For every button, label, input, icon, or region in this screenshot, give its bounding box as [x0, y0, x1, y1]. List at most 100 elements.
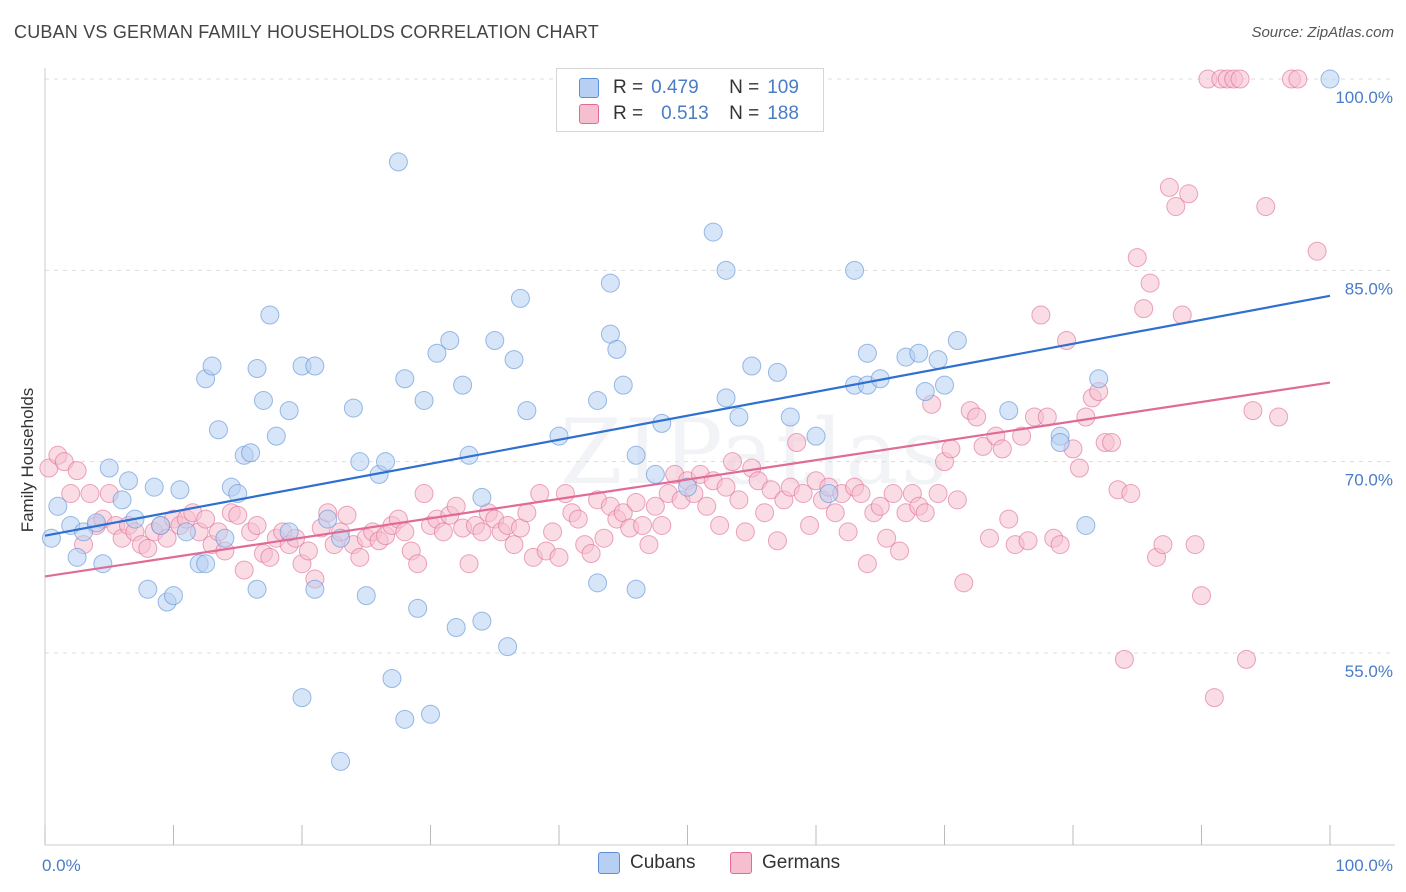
point-cubans-11 — [138, 579, 158, 599]
point-germans-102 — [697, 496, 717, 516]
legend-n-label: N = — [729, 103, 760, 124]
point-germans-105 — [716, 477, 736, 497]
point-cubans-40 — [331, 528, 351, 548]
point-cubans-63 — [504, 350, 524, 370]
point-cubans-15 — [164, 586, 183, 606]
point-germans-144 — [967, 407, 987, 427]
point-cubans-17 — [176, 522, 196, 542]
series-germans-points — [39, 69, 1327, 708]
point-germans-65 — [459, 554, 479, 574]
point-cubans-70 — [600, 273, 620, 293]
point-cubans-77 — [678, 477, 697, 497]
point-germans-185 — [1230, 69, 1250, 89]
point-germans-127 — [857, 554, 877, 574]
point-cubans-73 — [626, 579, 646, 599]
bottom-legend-swatch-germans — [730, 852, 752, 874]
point-cubans-79 — [716, 260, 736, 280]
point-cubans-55 — [440, 330, 460, 350]
point-germans-118 — [800, 515, 820, 535]
point-cubans-80 — [716, 388, 736, 408]
point-germans-32 — [247, 515, 267, 535]
legend-swatch-germans — [579, 104, 599, 124]
point-germans-126 — [851, 484, 871, 504]
point-germans-168 — [1121, 484, 1141, 504]
point-cubans-1 — [48, 496, 68, 516]
point-cubans-84 — [780, 407, 800, 427]
point-germans-191 — [1288, 69, 1308, 89]
point-cubans-34 — [279, 522, 299, 542]
point-cubans-39 — [318, 509, 338, 529]
point-germans-78 — [543, 522, 563, 542]
point-germans-146 — [979, 528, 999, 548]
point-cubans-52 — [414, 390, 434, 410]
point-germans-58 — [414, 484, 434, 504]
point-cubans-59 — [472, 611, 492, 631]
point-cubans-16 — [170, 480, 190, 500]
point-cubans-98 — [999, 401, 1019, 421]
point-cubans-8 — [112, 490, 132, 510]
point-germans-131 — [883, 484, 903, 504]
y-tick-label-3: 100.0% — [1335, 88, 1393, 107]
point-germans-124 — [838, 522, 858, 542]
point-cubans-5 — [86, 513, 106, 533]
point-germans-106 — [722, 452, 742, 472]
point-cubans-83 — [767, 362, 787, 382]
legend-n-value-cubans: 109 — [767, 77, 799, 98]
point-cubans-49 — [395, 709, 415, 729]
point-cubans-38 — [292, 688, 312, 708]
point-cubans-71 — [607, 339, 627, 359]
point-germans-93 — [639, 535, 659, 555]
point-germans-132 — [890, 541, 910, 561]
point-cubans-72 — [613, 375, 633, 395]
point-germans-113 — [767, 531, 787, 551]
point-germans-178 — [1185, 535, 1205, 555]
point-germans-189 — [1269, 407, 1289, 427]
point-germans-112 — [761, 480, 781, 500]
point-germans-181 — [1204, 688, 1224, 708]
point-cubans-50 — [395, 369, 415, 389]
legend-r-label: R = — [613, 103, 644, 124]
bottom-legend-germans: Germans — [730, 852, 840, 874]
point-germans-170 — [1134, 299, 1154, 319]
point-germans-55 — [395, 522, 415, 542]
bottom-legend-cubans: Cubans — [598, 852, 696, 874]
point-cubans-43 — [350, 452, 370, 472]
point-cubans-96 — [935, 375, 954, 395]
point-germans-188 — [1256, 197, 1276, 217]
point-cubans-33 — [279, 401, 299, 421]
point-cubans-7 — [99, 458, 119, 478]
point-germans-141 — [947, 490, 967, 510]
point-cubans-29 — [247, 579, 267, 599]
chart-title: CUBAN VS GERMAN FAMILY HOUSEHOLDS CORREL… — [14, 22, 599, 42]
legend-swatch-cubans — [579, 78, 599, 98]
point-germans-142 — [954, 573, 974, 593]
legend-r-value-cubans: 0.479 — [651, 77, 699, 98]
point-cubans-82 — [742, 356, 762, 376]
point-cubans-30 — [253, 390, 273, 410]
legend-n-label: N = — [729, 77, 760, 98]
point-cubans-57 — [453, 375, 473, 395]
point-germans-46 — [337, 505, 357, 525]
point-cubans-94 — [915, 382, 935, 402]
point-germans-34 — [260, 547, 280, 567]
point-germans-6 — [80, 484, 100, 504]
legend-row-germans: R = 0.513 N = 188 — [579, 102, 799, 126]
point-cubans-37 — [305, 579, 325, 599]
trend-line-cubans — [44, 294, 1331, 537]
tick-labels: 55.0% 70.0% 85.0% 100.0% 0.0% 100.0% — [42, 88, 1393, 875]
point-cubans-46 — [376, 452, 396, 472]
point-germans-167 — [1114, 649, 1134, 669]
trend-lines — [44, 294, 1331, 578]
legend-n-value-germans: 188 — [767, 103, 799, 124]
point-cubans-19 — [196, 554, 216, 574]
point-cubans-95 — [928, 350, 948, 370]
point-cubans-66 — [549, 426, 569, 446]
point-germans-138 — [928, 484, 948, 504]
point-germans-148 — [992, 439, 1012, 459]
point-cubans-56 — [446, 617, 466, 637]
bottom-legend-swatch-cubans — [598, 852, 620, 874]
point-germans-67 — [472, 522, 492, 542]
point-cubans-51 — [408, 598, 428, 618]
legend-r-label: R = — [613, 77, 644, 98]
